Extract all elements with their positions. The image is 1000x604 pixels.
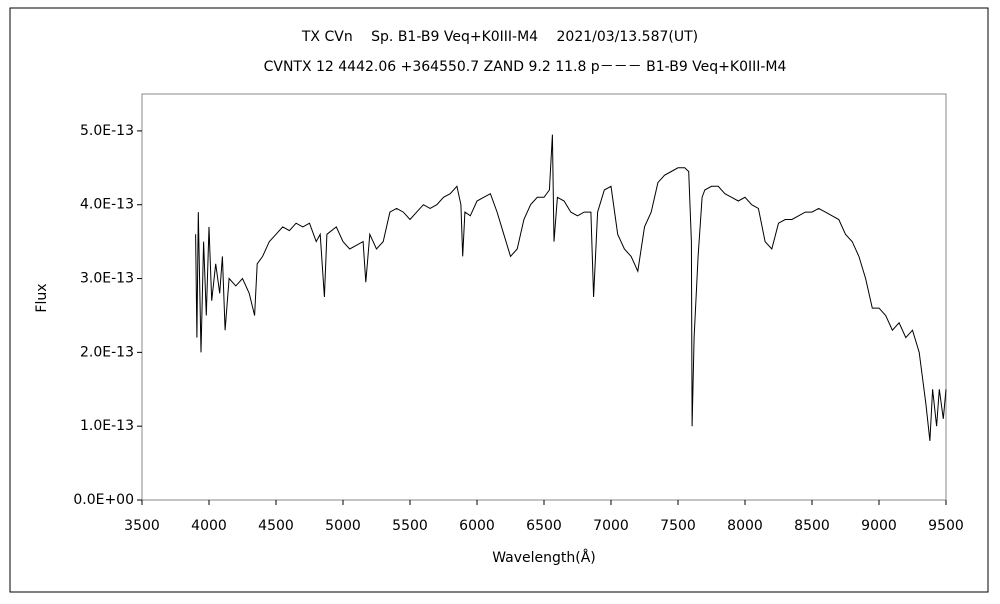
x-tick-label: 5000 xyxy=(325,518,361,534)
x-tick-label: 9500 xyxy=(928,518,964,534)
x-tick-label: 7000 xyxy=(593,518,629,534)
y-tick-label: 5.0E-13 xyxy=(80,123,134,139)
plot-area xyxy=(141,93,947,501)
y-tick-label: 0.0E+00 xyxy=(73,492,134,508)
x-tick-label: 5500 xyxy=(392,518,428,534)
spectrum-line xyxy=(195,134,947,441)
x-tick-label: 9000 xyxy=(861,518,897,534)
chart-subtitle: CVNTX 12 4442.06 +364550.7 ZAND 9.2 11.8… xyxy=(264,59,787,75)
x-tick-label: 6500 xyxy=(526,518,562,534)
x-tick-label: 8000 xyxy=(727,518,763,534)
y-tick-label: 4.0E-13 xyxy=(80,197,134,213)
y-tick-label: 2.0E-13 xyxy=(80,344,134,360)
x-tick-label: 3500 xyxy=(124,518,160,534)
x-tick-label: 7500 xyxy=(660,518,696,534)
chart-title: TX CVn Sp. B1-B9 Veq+K0III-M4 2021/03/13… xyxy=(301,29,698,45)
x-axis-title: Wavelength(Å) xyxy=(492,549,596,566)
x-tick-label: 8500 xyxy=(794,518,830,534)
y-tick-label: 3.0E-13 xyxy=(80,271,134,287)
x-tick-label: 4500 xyxy=(258,518,294,534)
x-tick-label: 6000 xyxy=(459,518,495,534)
x-tick-label: 4000 xyxy=(191,518,227,534)
y-axis-title: Flux xyxy=(34,283,50,312)
y-tick-label: 1.0E-13 xyxy=(80,418,134,434)
